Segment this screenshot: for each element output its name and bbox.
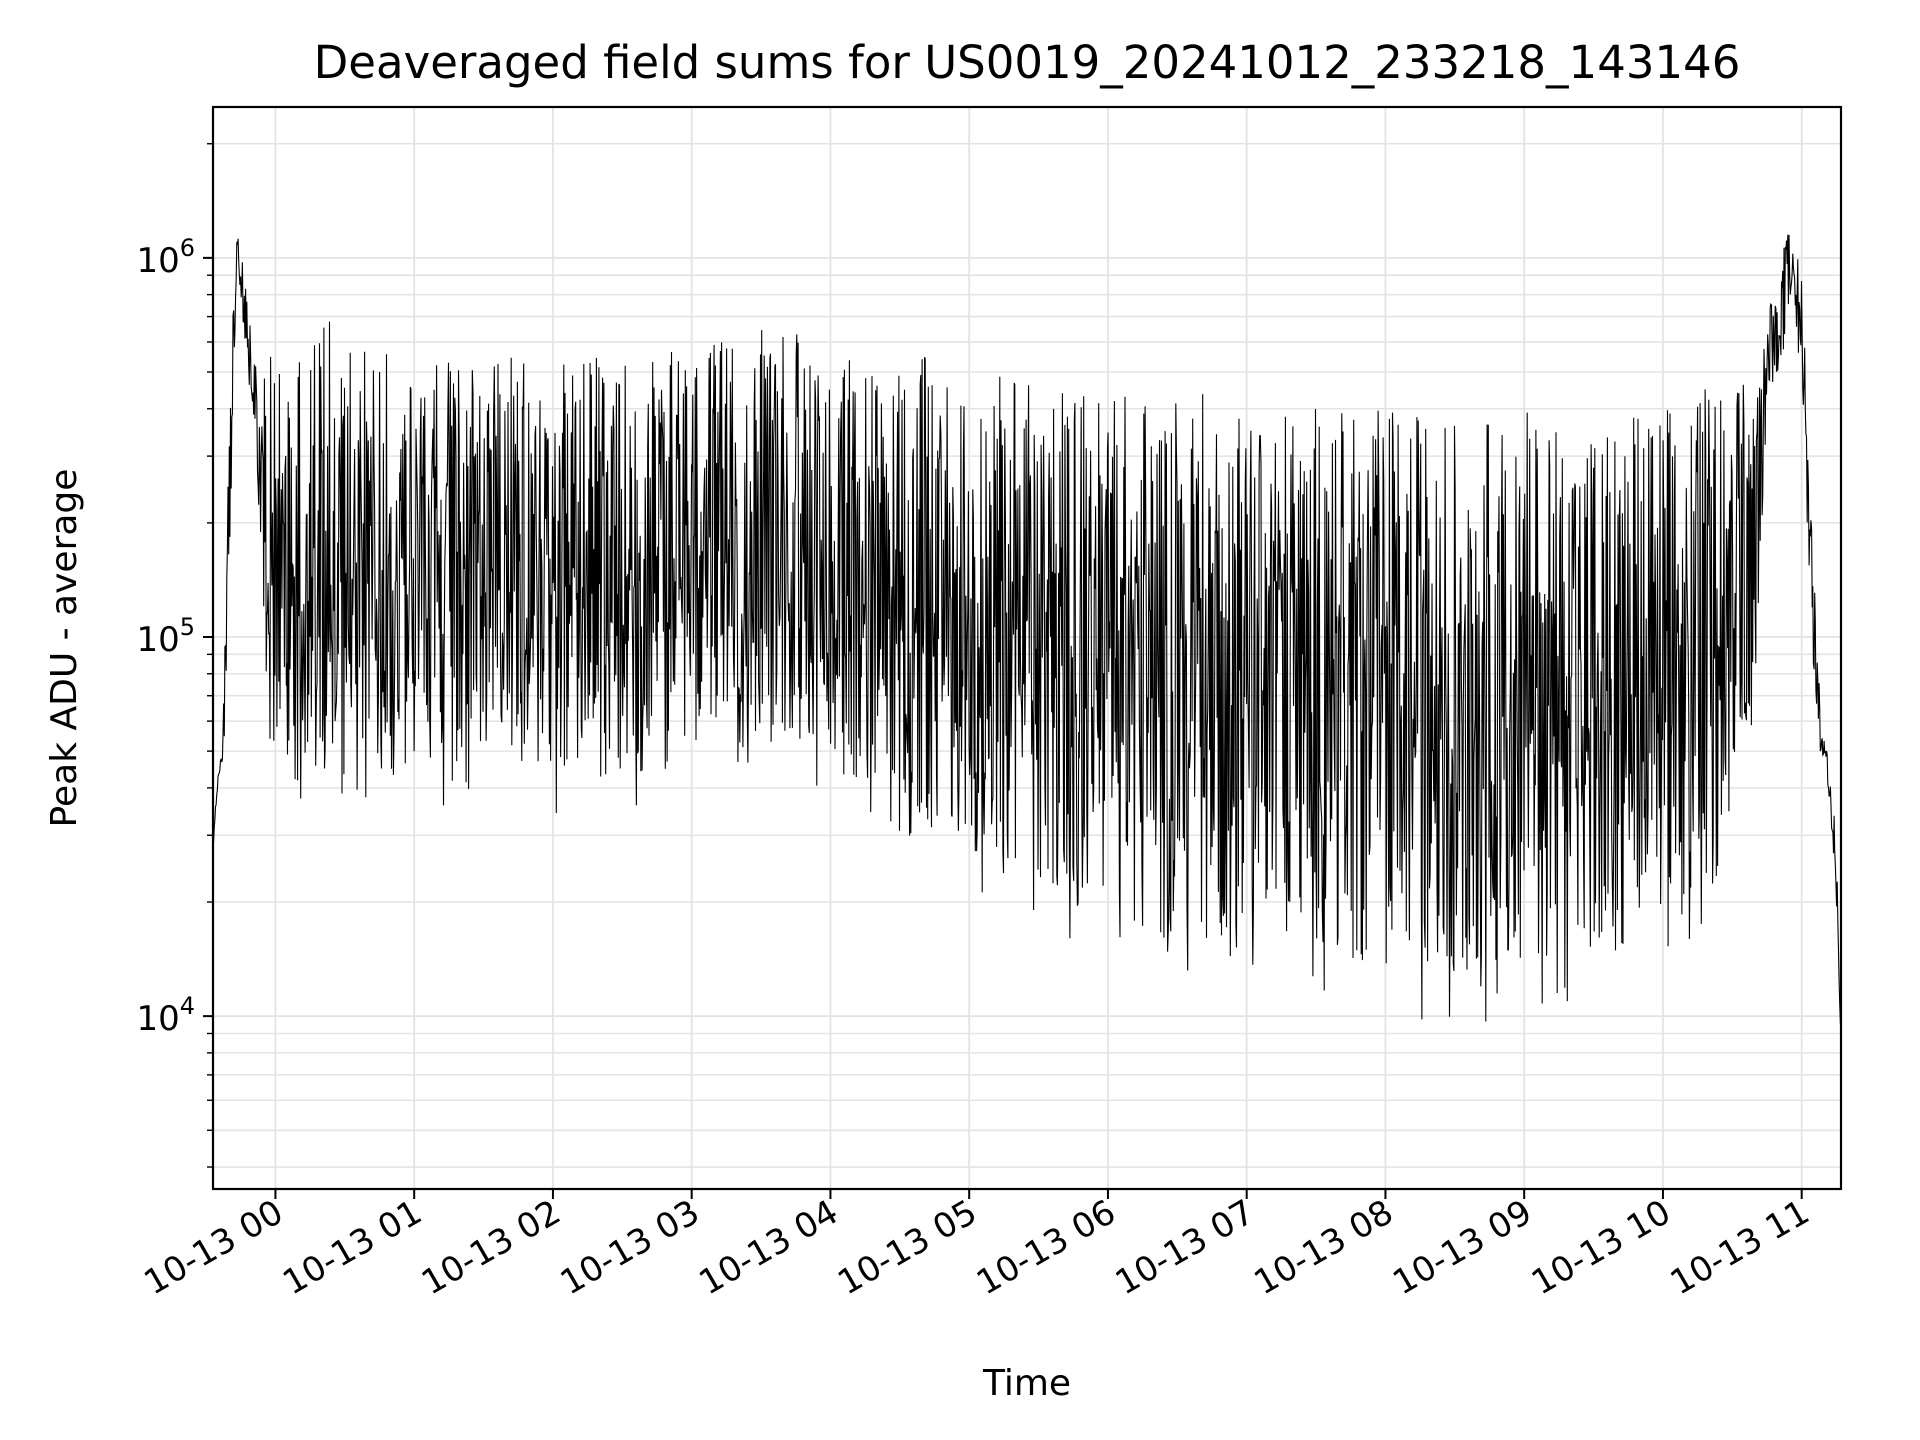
- series-line: [212, 234, 1842, 1025]
- series-group: [212, 234, 1842, 1025]
- x-axis-label: Time: [982, 1363, 1071, 1404]
- y-tick-exponent: 5: [180, 613, 195, 641]
- y-axis-label: Peak ADU - average: [44, 469, 85, 828]
- chart-title: Deaveraged field sums for US0019_2024101…: [314, 36, 1741, 89]
- y-tick-exponent: 4: [180, 992, 195, 1020]
- y-tick-base: 10: [136, 620, 179, 660]
- y-tick-label: 105: [136, 613, 195, 660]
- y-tick-base: 10: [136, 241, 179, 281]
- y-tick-exponent: 6: [180, 234, 195, 262]
- y-tick-label: 104: [136, 992, 195, 1039]
- y-tick-label: 106: [136, 234, 195, 281]
- plot-frame: [211, 105, 1843, 1191]
- y-tick-base: 10: [136, 999, 179, 1039]
